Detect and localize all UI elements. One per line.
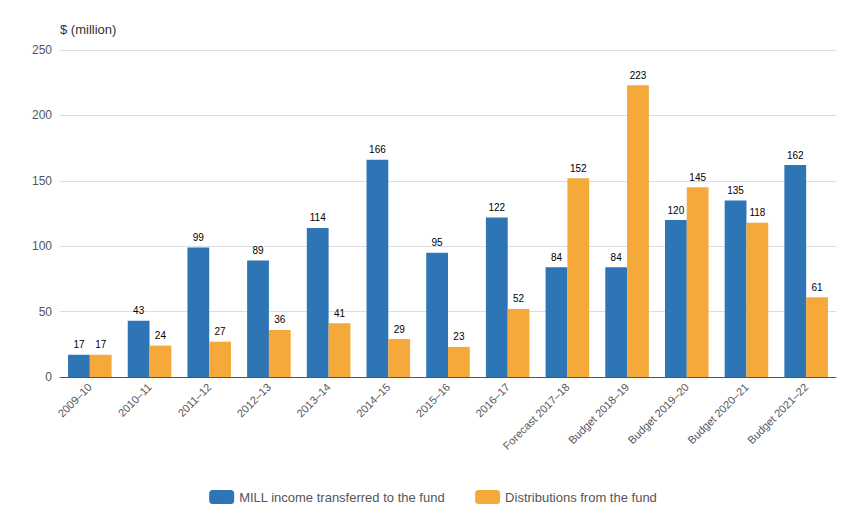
svg-text:2012–13: 2012–13 xyxy=(234,381,273,420)
svg-text:99: 99 xyxy=(193,232,205,243)
svg-text:17: 17 xyxy=(95,339,107,350)
svg-text:50: 50 xyxy=(39,305,53,319)
svg-text:2015–16: 2015–16 xyxy=(414,381,453,420)
svg-text:84: 84 xyxy=(551,252,563,263)
svg-text:89: 89 xyxy=(252,245,264,256)
svg-text:100: 100 xyxy=(32,239,52,253)
svg-text:250: 250 xyxy=(32,43,52,57)
svg-text:120: 120 xyxy=(668,205,685,216)
svg-text:17: 17 xyxy=(73,339,85,350)
svg-text:2009–10: 2009–10 xyxy=(55,381,94,420)
svg-text:122: 122 xyxy=(488,202,505,213)
svg-text:52: 52 xyxy=(513,293,525,304)
svg-text:29: 29 xyxy=(394,324,406,335)
svg-text:Budget 2019–20: Budget 2019–20 xyxy=(626,381,692,447)
svg-text:2016–17: 2016–17 xyxy=(473,381,512,420)
svg-text:2010–11: 2010–11 xyxy=(116,381,154,419)
svg-text:150: 150 xyxy=(32,174,52,188)
svg-text:162: 162 xyxy=(787,150,804,161)
svg-text:135: 135 xyxy=(727,185,744,196)
svg-text:2014–15: 2014–15 xyxy=(354,381,393,420)
svg-text:Budget 2020–21: Budget 2020–21 xyxy=(685,381,751,447)
svg-text:152: 152 xyxy=(570,163,587,174)
svg-text:$ (million): $ (million) xyxy=(60,22,116,37)
svg-text:24: 24 xyxy=(155,330,167,341)
svg-text:61: 61 xyxy=(811,282,823,293)
svg-text:41: 41 xyxy=(334,308,346,319)
svg-text:2011–12: 2011–12 xyxy=(175,381,213,419)
svg-text:166: 166 xyxy=(369,144,386,155)
svg-text:43: 43 xyxy=(133,305,145,316)
svg-text:23: 23 xyxy=(453,331,465,342)
svg-text:0: 0 xyxy=(45,370,52,384)
svg-text:223: 223 xyxy=(630,70,647,81)
svg-text:114: 114 xyxy=(310,212,326,223)
svg-text:95: 95 xyxy=(432,237,444,248)
svg-text:36: 36 xyxy=(274,314,286,325)
svg-text:145: 145 xyxy=(689,172,706,183)
svg-text:MILL income transferred to the: MILL income transferred to the fund xyxy=(239,490,444,505)
svg-text:Budget 2021–22: Budget 2021–22 xyxy=(745,381,811,447)
svg-text:200: 200 xyxy=(32,108,52,122)
svg-text:84: 84 xyxy=(611,252,623,263)
svg-text:Forecast 2017–18: Forecast 2017–18 xyxy=(501,381,572,452)
svg-text:Budget 2018–19: Budget 2018–19 xyxy=(566,381,632,447)
svg-text:27: 27 xyxy=(215,326,227,337)
svg-text:2013–14: 2013–14 xyxy=(294,381,333,420)
svg-text:118: 118 xyxy=(749,207,765,218)
svg-text:Distributions from the fund: Distributions from the fund xyxy=(505,490,657,505)
